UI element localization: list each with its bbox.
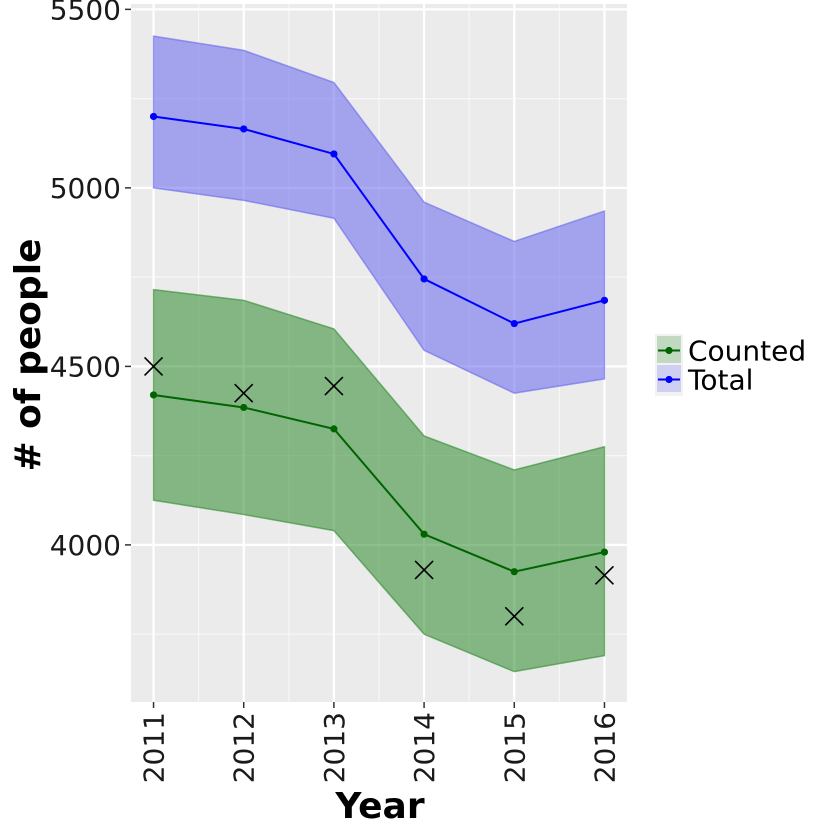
y-tick-label: 5500 <box>50 0 121 26</box>
point-counted <box>330 425 338 433</box>
x-axis-title: Year <box>334 786 424 827</box>
y-axis-title: # of people <box>8 238 49 471</box>
point-counted <box>149 391 158 399</box>
y-tick-label: 4500 <box>50 350 121 383</box>
observed-markers <box>143 356 615 626</box>
y-tick-label: 5000 <box>50 172 121 205</box>
observed-marker <box>504 606 524 626</box>
series-points <box>149 112 609 576</box>
y-tick-label: 4000 <box>50 529 121 562</box>
observed-marker <box>324 376 344 396</box>
y-axis: 4000 4500 5000 5500 <box>50 0 131 562</box>
x-axis: 2011 2012 2013 2014 2015 2016 <box>138 702 621 783</box>
point-total <box>149 112 158 121</box>
observed-marker <box>143 356 164 376</box>
legend-label-counted: Counted <box>688 335 806 368</box>
line-total <box>153 115 605 325</box>
x-tick-label: 2011 <box>138 712 171 783</box>
legend-key-total <box>657 365 681 392</box>
x-tick-label: 2013 <box>318 712 351 783</box>
observed-marker <box>234 383 254 403</box>
series-lines <box>153 115 605 573</box>
point-total <box>420 275 428 283</box>
band-total <box>152 35 606 394</box>
point-counted <box>510 568 518 576</box>
observed-marker <box>414 560 434 580</box>
point-total <box>600 296 609 304</box>
observed-marker <box>594 565 615 585</box>
legend-key-counted <box>657 336 681 363</box>
x-tick-label: 2016 <box>588 712 621 783</box>
legend-key-bg <box>655 334 683 396</box>
point-total <box>330 150 338 158</box>
point-counted <box>600 548 609 556</box>
x-tick-label: 2015 <box>498 712 531 783</box>
x-tick-label: 2014 <box>408 712 441 783</box>
point-total <box>510 319 518 328</box>
line-counted <box>153 393 605 573</box>
point-total <box>240 125 248 133</box>
x-tick-label: 2012 <box>228 712 261 783</box>
point-counted <box>240 403 248 412</box>
point-counted <box>420 530 428 538</box>
legend-label-total: Total <box>687 364 753 397</box>
